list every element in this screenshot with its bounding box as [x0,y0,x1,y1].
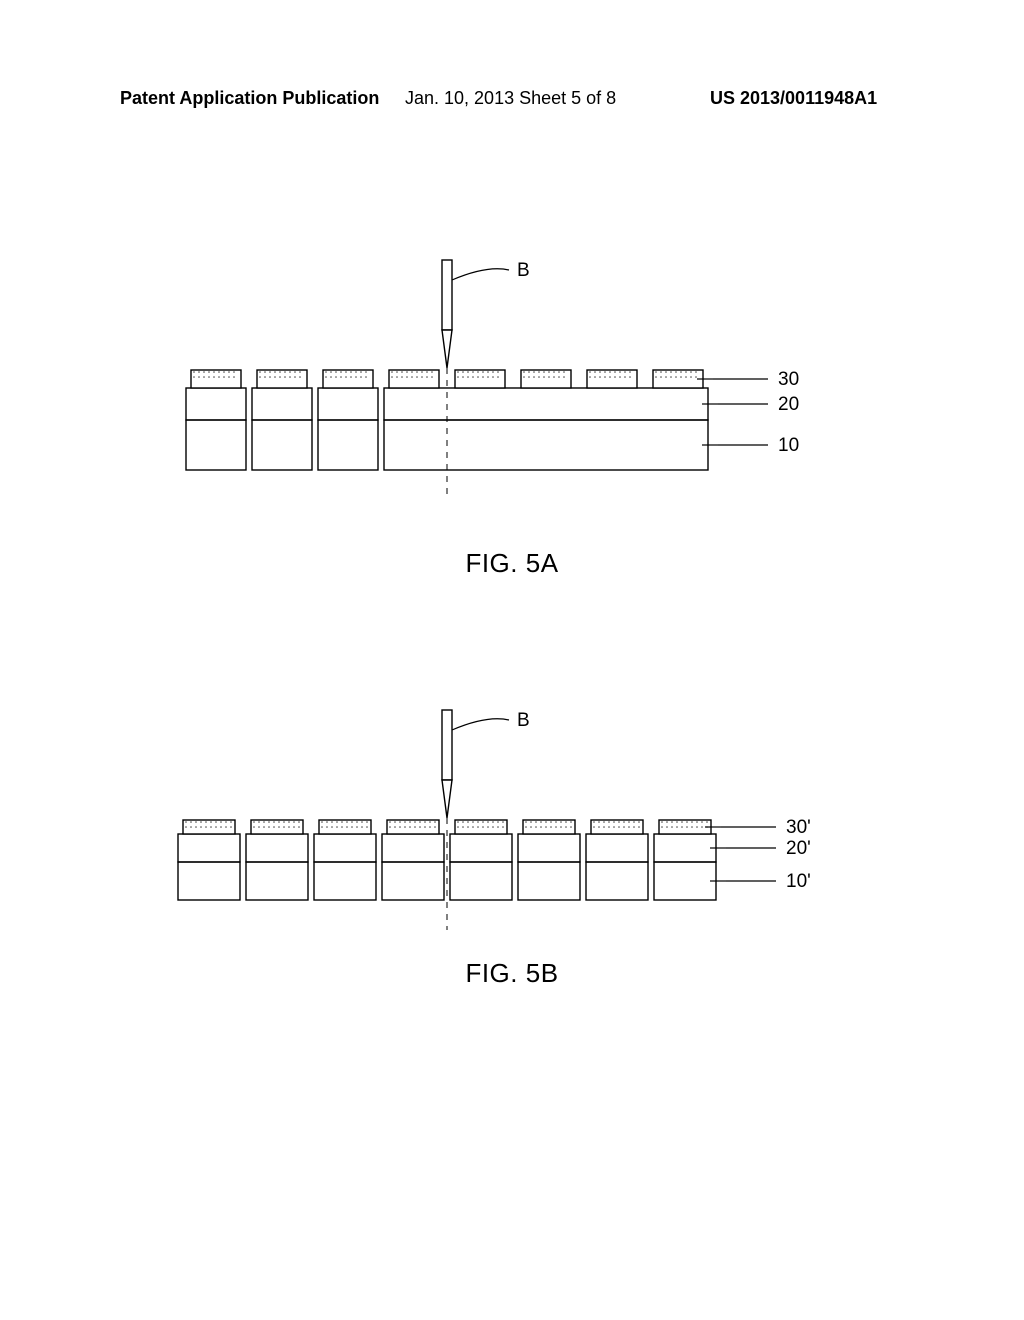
figure-5b-label: FIG. 5B [0,958,1024,989]
header-right: US 2013/0011948A1 [710,88,877,109]
figure-5b-svg: B 30'20' 10' [152,680,872,940]
figure-5a-svg: B 30 20 10 [152,250,872,530]
figure-5a-label: FIG. 5A [0,548,1024,579]
svg-text:10: 10 [778,435,799,456]
header-center: Jan. 10, 2013 Sheet 5 of 8 [405,88,616,109]
svg-text:30: 30 [778,369,799,390]
header-left: Patent Application Publication [120,88,379,109]
svg-text:30': 30' [786,817,811,838]
svg-text:20': 20' [786,838,811,859]
svg-text:10': 10' [786,871,811,892]
figure-5b: B 30'20' 10' FIG. 5B [0,680,1024,989]
figure-5a: B 30 20 10 FIG. 5A [0,250,1024,579]
svg-text:B: B [517,710,530,731]
svg-text:20: 20 [778,394,799,415]
svg-text:B: B [517,260,530,281]
